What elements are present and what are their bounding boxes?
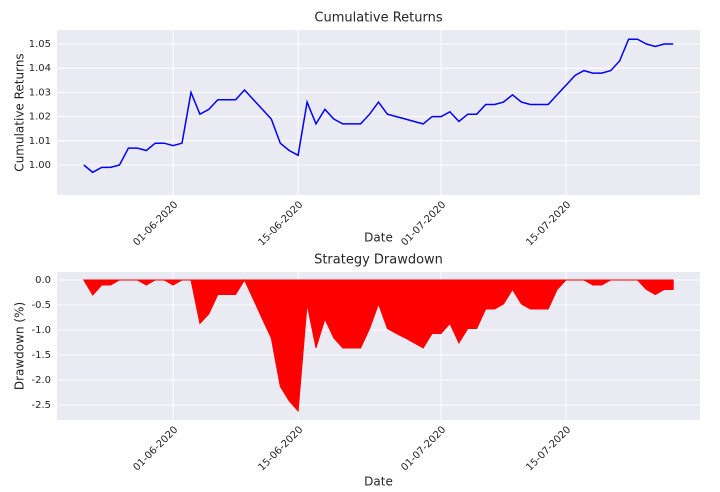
x-tick-label: 01-07-2020 bbox=[399, 424, 448, 473]
y-tick-label: -1.5 bbox=[31, 350, 51, 361]
y-tick-label: -2.5 bbox=[31, 400, 51, 411]
x-tick-label: 15-07-2020 bbox=[524, 199, 573, 248]
area bbox=[82, 278, 674, 413]
y-tick-label: 1.04 bbox=[29, 63, 51, 74]
x-tick-label: 01-07-2020 bbox=[399, 199, 448, 248]
x-tick-label: 15-06-2020 bbox=[256, 424, 305, 473]
y-tick-label: 0.0 bbox=[35, 275, 51, 286]
line bbox=[83, 38, 674, 174]
y-tick-label: 1.00 bbox=[29, 160, 51, 171]
x-axis-label: Date bbox=[364, 231, 393, 245]
y-tick-label: -0.5 bbox=[31, 300, 51, 311]
x-axis-label: Date bbox=[364, 475, 393, 489]
x-tick-label: 15-07-2020 bbox=[524, 424, 573, 473]
chart-title: Cumulative Returns bbox=[314, 11, 442, 26]
chart-title: Strategy Drawdown bbox=[314, 253, 443, 268]
plot-area bbox=[57, 30, 700, 195]
y-tick-label: -2.0 bbox=[31, 375, 51, 386]
y-tick-label: 1.02 bbox=[29, 112, 51, 123]
y-tick-label: 1.01 bbox=[29, 136, 51, 147]
y-axis-label: Cumulative Returns bbox=[13, 53, 27, 171]
x-tick-label: 01-06-2020 bbox=[131, 199, 180, 248]
y-tick-label: 1.05 bbox=[29, 39, 51, 50]
y-tick-label: -1.0 bbox=[31, 325, 51, 336]
x-tick-label: 01-06-2020 bbox=[131, 424, 180, 473]
x-tick-label: 15-06-2020 bbox=[256, 199, 305, 248]
y-tick-label: 1.03 bbox=[29, 87, 51, 98]
y-axis-label: Drawdown (%) bbox=[13, 302, 27, 390]
